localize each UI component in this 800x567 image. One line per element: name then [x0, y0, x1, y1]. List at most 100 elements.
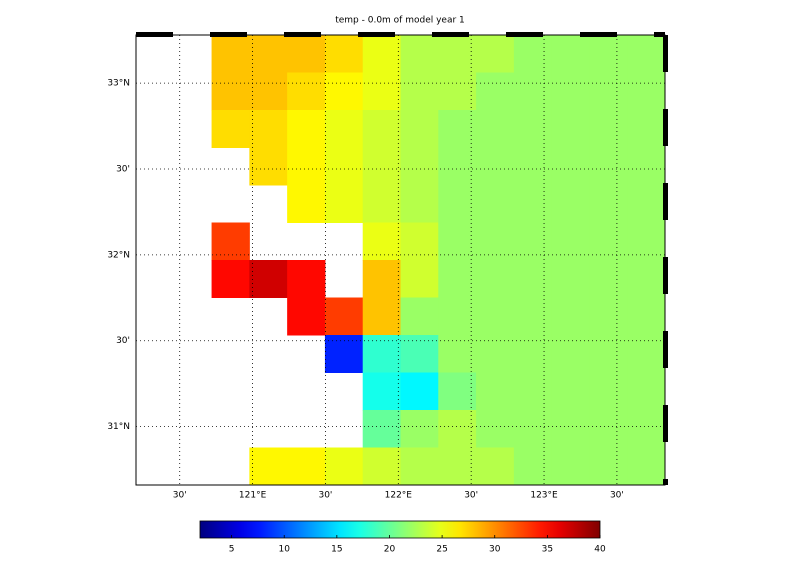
field-cell — [513, 35, 553, 73]
field-cell — [476, 72, 515, 111]
field-cell — [249, 110, 288, 148]
field-cell — [551, 447, 590, 486]
frame-segment — [654, 32, 665, 37]
frame-segment — [136, 32, 173, 37]
field-cell — [438, 335, 477, 373]
field-cell — [513, 147, 553, 186]
field-cell — [362, 35, 401, 73]
field-cell — [362, 410, 401, 448]
field-cell — [287, 185, 326, 223]
field-cell — [438, 447, 477, 486]
field-cell — [438, 260, 477, 298]
field-cell — [438, 35, 477, 73]
field-cell — [211, 222, 250, 261]
frame-segment — [663, 405, 668, 442]
field-cell — [324, 185, 364, 223]
field-cell — [249, 260, 288, 298]
colorbar-tick-label: 40 — [594, 545, 606, 555]
field-cell — [589, 335, 628, 373]
field-cell — [513, 297, 553, 336]
frame-segment — [663, 183, 668, 220]
x-tick-label: 122°E — [385, 491, 413, 501]
field-cell — [627, 260, 666, 298]
field-cell — [476, 260, 515, 298]
field-cell — [627, 410, 666, 448]
map-title: temp - 0.0m of model year 1 — [335, 16, 465, 26]
field-cell — [249, 35, 288, 73]
field-cell — [324, 110, 364, 148]
field-cell — [476, 297, 515, 336]
field-cell — [589, 72, 628, 111]
field-cell — [476, 147, 515, 186]
field-cell — [551, 410, 590, 448]
x-tick-label: 30' — [464, 491, 478, 501]
field-cell — [513, 110, 553, 148]
field-cell — [476, 185, 515, 223]
field-cell — [476, 222, 515, 261]
field-cell — [362, 297, 401, 336]
field-cell — [400, 72, 439, 111]
field-cell — [324, 447, 364, 486]
x-tick-label: 123°E — [530, 491, 558, 501]
field-cell — [513, 260, 553, 298]
field-cell — [362, 260, 401, 298]
field-cell — [287, 297, 326, 336]
field-cell — [551, 35, 590, 73]
field-cell — [551, 185, 590, 223]
y-tick-label: 30' — [116, 164, 130, 174]
field-cell — [438, 297, 477, 336]
frame-segment — [663, 257, 668, 294]
field-cell — [476, 110, 515, 148]
field-cell — [438, 372, 477, 411]
field-cell — [627, 72, 666, 111]
colorbar-tick-label: 10 — [278, 545, 290, 555]
field-cell — [551, 222, 590, 261]
x-tick-label: 121°E — [239, 491, 267, 501]
field-cell — [287, 72, 326, 111]
field-cell — [249, 147, 288, 186]
field-cell — [589, 147, 628, 186]
field-cell — [362, 147, 401, 186]
colorbar-tick-label: 25 — [436, 545, 447, 555]
field-cell — [324, 35, 364, 73]
field-cell — [287, 110, 326, 148]
y-tick-label: 30' — [116, 336, 130, 346]
frame-segment — [663, 479, 668, 485]
field-cell — [362, 335, 401, 373]
field-cell — [589, 260, 628, 298]
frame-segment — [432, 32, 469, 37]
field-cell — [627, 185, 666, 223]
field-cell — [551, 372, 590, 411]
field-cell — [551, 110, 590, 148]
field-cell — [627, 335, 666, 373]
field-cell — [513, 410, 553, 448]
colorbar — [199, 520, 601, 539]
frame-segment — [358, 32, 395, 37]
field-cell — [400, 447, 439, 486]
frame-segment — [663, 35, 668, 72]
field-cell — [551, 335, 590, 373]
field-cell — [400, 222, 439, 261]
y-tick-label: 32°N — [107, 250, 130, 260]
field-cell — [627, 147, 666, 186]
field-cell — [476, 35, 515, 73]
field-cell — [324, 335, 364, 373]
field-cell — [627, 35, 666, 73]
field-cell — [438, 222, 477, 261]
field-cell — [362, 72, 401, 111]
field-cell — [551, 147, 590, 186]
colorbar-tick-label: 30 — [489, 545, 501, 555]
colorbar-tick-label: 5 — [229, 545, 235, 555]
field-cell — [476, 447, 515, 486]
y-tick-label: 33°N — [107, 79, 130, 89]
field-cell — [249, 72, 288, 111]
field-cell — [551, 297, 590, 336]
field-cell — [476, 410, 515, 448]
field-cell — [362, 185, 401, 223]
field-cell — [324, 147, 364, 186]
frame-segment — [210, 32, 247, 37]
field-cell — [287, 447, 326, 486]
field-cell — [362, 110, 401, 148]
field-cell — [476, 372, 515, 411]
field-cell — [211, 260, 250, 298]
